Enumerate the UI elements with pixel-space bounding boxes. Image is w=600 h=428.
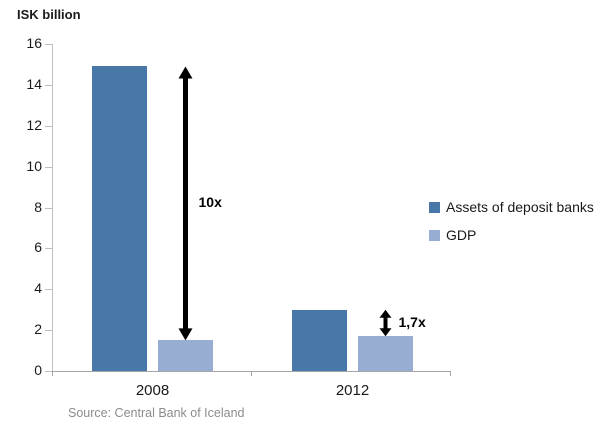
x-axis-label-2008: 2008 <box>135 382 170 399</box>
y-tick-mark <box>45 289 52 291</box>
y-tick-mark <box>45 330 52 332</box>
y-tick-label: 0 <box>34 362 42 378</box>
y-tick-label: 6 <box>34 239 42 256</box>
y-tick-label: 4 <box>34 280 42 297</box>
legend-label: Assets of deposit banks <box>446 199 594 215</box>
x-tick-mark <box>450 371 451 376</box>
y-tick-label: 16 <box>26 35 42 51</box>
legend-item: Assets of deposit banks <box>429 199 594 215</box>
y-tick-label: 8 <box>34 198 42 215</box>
legend-item: GDP <box>429 227 476 243</box>
y-tick-mark <box>45 84 52 86</box>
bar-2008-gdp <box>158 340 213 371</box>
source-note: Source: Central Bank of Iceland <box>68 406 245 420</box>
legend-swatch <box>429 229 440 241</box>
y-axis-line <box>52 44 53 371</box>
y-tick-mark <box>45 371 52 372</box>
y-tick-mark <box>45 166 52 168</box>
x-tick-mark <box>52 371 53 376</box>
y-tick-label: 2 <box>34 321 42 338</box>
y-tick-label: 14 <box>26 75 42 92</box>
bar-2008-assets <box>92 66 147 371</box>
annotation-label-2012: 1,7x <box>398 313 426 330</box>
annotation-arrowhead <box>379 328 392 337</box>
y-tick-label: 12 <box>26 116 42 133</box>
bar-2012-assets <box>292 309 347 371</box>
bar-2012-gdp <box>358 336 413 371</box>
x-tick-mark <box>251 371 252 376</box>
y-axis-title: ISK billion <box>17 7 81 22</box>
annotation-arrowhead <box>379 309 392 318</box>
annotation-label-2008: 10x <box>198 194 222 211</box>
y-tick-mark <box>45 207 52 209</box>
legend-label: GDP <box>446 227 477 243</box>
y-tick-mark <box>45 44 52 45</box>
annotation-arrowhead <box>178 328 193 341</box>
annotation-arrowhead <box>178 66 193 79</box>
legend-swatch <box>429 201 440 213</box>
y-tick-label: 10 <box>26 157 42 174</box>
y-tick-mark <box>45 248 52 250</box>
y-tick-mark <box>45 125 52 127</box>
x-axis-label-2012: 2012 <box>335 382 370 399</box>
